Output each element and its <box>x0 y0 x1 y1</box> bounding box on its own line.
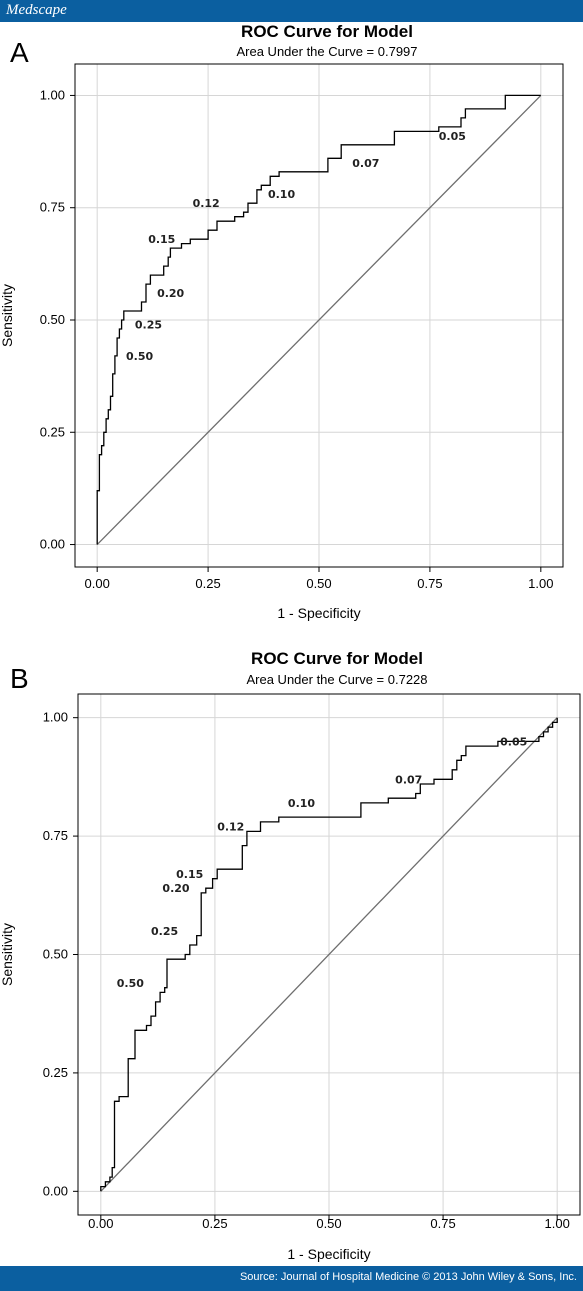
cutoff-label: 0.15 <box>176 868 203 881</box>
cutoff-label: 0.50 <box>117 977 144 990</box>
roc-curve <box>100 717 558 1192</box>
cutoff-label: 0.25 <box>135 318 162 331</box>
x-tick-label: 0.75 <box>430 1216 455 1231</box>
roc-panel-b: B ROC Curve for Model Area Under the Curve… <box>0 649 581 1262</box>
reference-diagonal <box>96 94 542 546</box>
x-tick-label: 1.00 <box>528 576 553 591</box>
x-axis-label: 1 - Specificity <box>277 605 360 621</box>
y-tick-label: 0.00 <box>43 1183 68 1198</box>
y-tick-label: 0.75 <box>40 200 65 215</box>
cutoff-label: 0.20 <box>157 287 184 300</box>
x-tick-label: 0.25 <box>202 1216 227 1231</box>
y-tick-label: 1.00 <box>40 87 65 102</box>
y-tick-label: 0.25 <box>43 1065 68 1080</box>
x-tick-label: 0.25 <box>195 576 220 591</box>
chart-title: ROC Curve for Model <box>251 649 423 668</box>
x-tick-label: 0.00 <box>88 1216 113 1231</box>
chart-title: ROC Curve for Model <box>241 22 413 41</box>
cutoff-label: 0.12 <box>217 821 244 834</box>
y-tick-label: 0.50 <box>43 947 68 962</box>
x-axis-label: 1 - Specificity <box>287 1246 370 1262</box>
cutoff-label: 0.20 <box>162 882 189 895</box>
x-tick-label: 0.50 <box>306 576 331 591</box>
x-tick-label: 0.00 <box>85 576 110 591</box>
plot-frame <box>74 63 564 568</box>
cutoff-label: 0.10 <box>268 188 295 201</box>
y-tick-label: 0.50 <box>40 312 65 327</box>
plot-frame <box>77 693 581 1216</box>
cutoff-label: 0.05 <box>500 735 527 748</box>
header-bar: Medscape <box>0 0 583 22</box>
chart-subtitle: Area Under the Curve = 0.7228 <box>246 672 427 687</box>
source-credit: Source: Journal of Hospital Medicine © 2… <box>239 1271 577 1283</box>
roc-panel-a: A ROC Curve for Model Area Under the Curve… <box>0 22 564 621</box>
y-tick-label: 0.25 <box>40 424 65 439</box>
panel-label: A <box>10 37 29 68</box>
cutoff-label: 0.07 <box>395 773 422 786</box>
y-axis-label: Sensitivity <box>0 284 15 347</box>
cutoff-label: 0.12 <box>193 197 220 210</box>
panel-label: B <box>10 663 29 694</box>
y-tick-label: 0.00 <box>40 537 65 552</box>
cutoff-label: 0.07 <box>352 157 379 170</box>
x-tick-label: 1.00 <box>545 1216 570 1231</box>
cutoff-label: 0.50 <box>126 350 153 363</box>
x-tick-label: 0.75 <box>417 576 442 591</box>
cutoff-label: 0.05 <box>439 130 466 143</box>
cutoff-label: 0.10 <box>288 797 315 810</box>
y-tick-label: 0.75 <box>43 828 68 843</box>
brand-logo: Medscape <box>6 2 67 18</box>
footer-bar: Source: Journal of Hospital Medicine © 2… <box>0 1266 583 1291</box>
roc-curve <box>96 94 541 545</box>
chart-subtitle: Area Under the Curve = 0.7997 <box>236 44 417 59</box>
x-tick-label: 0.50 <box>316 1216 341 1231</box>
reference-diagonal <box>100 717 558 1192</box>
cutoff-label: 0.15 <box>148 233 175 246</box>
y-axis-label: Sensitivity <box>0 923 15 986</box>
y-tick-label: 1.00 <box>43 710 68 725</box>
cutoff-label: 0.25 <box>151 925 178 938</box>
